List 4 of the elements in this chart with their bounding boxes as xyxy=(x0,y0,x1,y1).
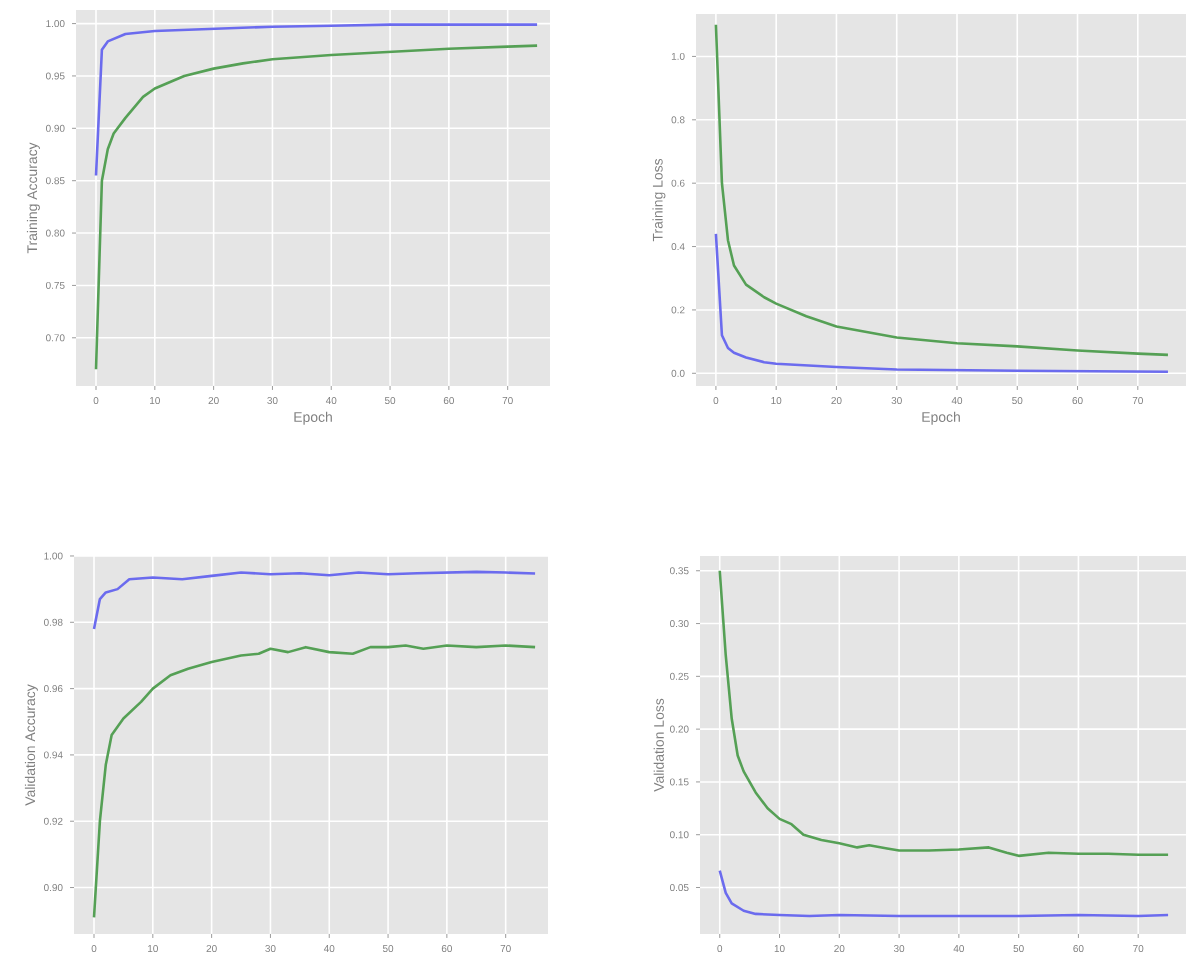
line-series xyxy=(92,644,537,919)
line-series xyxy=(714,23,1170,357)
line-series xyxy=(718,569,1170,858)
line-series xyxy=(714,232,1170,374)
